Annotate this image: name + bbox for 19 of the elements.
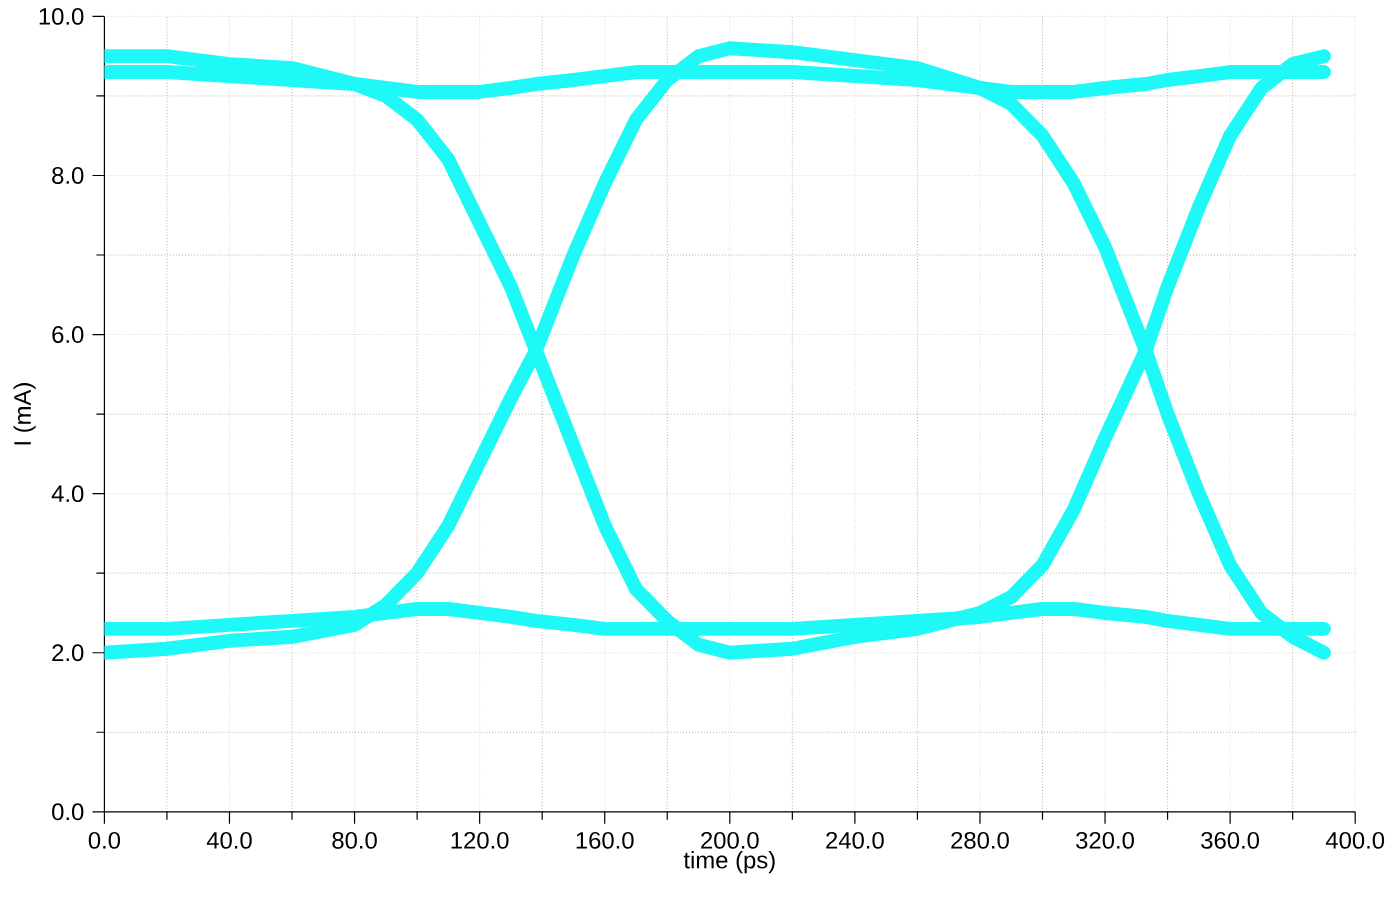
y-tick-label: 8.0 bbox=[52, 166, 84, 184]
y-tick-label: 4.0 bbox=[51, 485, 84, 502]
x-tick-label: 400.0 bbox=[1325, 831, 1385, 849]
x-tick-label: 160.0 bbox=[576, 831, 634, 849]
y-axis-title: I (mA) bbox=[13, 382, 36, 445]
x-tick-label: 280.0 bbox=[951, 831, 1009, 849]
x-tick-label: 120.0 bbox=[451, 831, 509, 849]
x-tick-label: 0.0 bbox=[88, 831, 121, 849]
y-tick-label: 6.0 bbox=[52, 325, 84, 343]
x-axis-title: time (ps) bbox=[683, 850, 775, 874]
x-tick-label: 360.0 bbox=[1201, 831, 1260, 849]
x-tick-label: 80.0 bbox=[332, 831, 377, 849]
y-tick-label: 2.0 bbox=[52, 644, 84, 662]
x-tick-label: 240.0 bbox=[826, 831, 884, 849]
y-tick-label: 0.0 bbox=[52, 803, 84, 821]
x-tick-label: 40.0 bbox=[206, 831, 252, 849]
x-tick-label: 200.0 bbox=[701, 831, 759, 849]
y-tick-label: 10.0 bbox=[39, 7, 84, 25]
x-tick-label: 320.0 bbox=[1076, 831, 1134, 849]
